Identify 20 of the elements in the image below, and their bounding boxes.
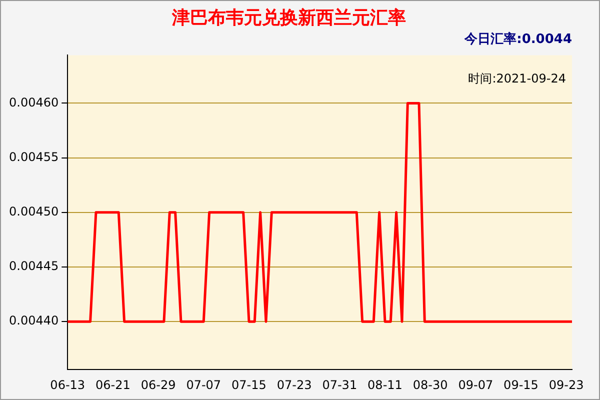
x-tick-label: 06-21 xyxy=(96,378,130,392)
x-tick-label: 07-23 xyxy=(276,378,312,392)
y-tick-label: 0.00440 xyxy=(9,314,59,328)
y-tick-label: 0.00445 xyxy=(9,259,59,274)
x-tick-label: 07-15 xyxy=(232,378,266,392)
x-tick-label: 07-31 xyxy=(322,378,358,392)
y-tick-label: 0.00460 xyxy=(9,95,59,110)
annotation: 时间:2021-09-24 xyxy=(468,71,566,86)
x-tick-label: 06-29 xyxy=(140,378,176,392)
chart-subtitle: 今日汇率:0.0044 xyxy=(464,30,572,47)
x-tick-label: 06-13 xyxy=(50,378,86,392)
x-tick-label: 09-07 xyxy=(458,378,494,392)
y-tick-label: 0.00450 xyxy=(9,204,59,219)
x-tick-label: 08-30 xyxy=(412,378,448,392)
x-tick-label: 09-23 xyxy=(548,378,584,392)
y-tick-label: 0.00455 xyxy=(9,150,59,164)
x-tick-label: 07-07 xyxy=(186,378,222,392)
chart-title: 津巴布韦元兑换新西兰元汇率 xyxy=(171,7,406,28)
x-tick-label: 08-11 xyxy=(368,378,402,392)
x-tick-label: 09-15 xyxy=(504,378,538,392)
